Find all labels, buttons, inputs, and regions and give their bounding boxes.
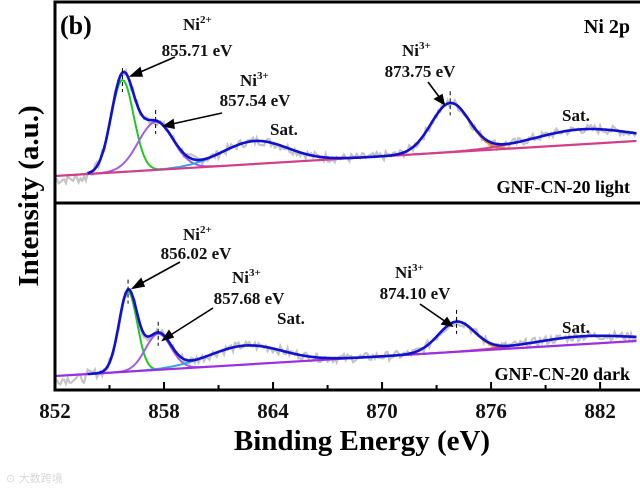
- annotation-ion: Ni3+: [402, 40, 431, 60]
- sample-label: GNF-CN-20 light: [497, 177, 631, 197]
- annotation-energy: 857.54 eV: [220, 91, 292, 110]
- plot-curves: [54, 67, 638, 387]
- annotation-sat: Sat.: [562, 318, 590, 337]
- x-tick-label: 882: [584, 399, 616, 423]
- envelope-line: [87, 70, 637, 175]
- component-curve: [78, 78, 166, 176]
- x-axis-ticks: 852 858 864 870 876 882: [39, 382, 616, 423]
- x-tick-label: 864: [257, 399, 289, 423]
- x-axis-title: Binding Energy (eV): [234, 425, 490, 457]
- panel-label: (b): [60, 11, 92, 40]
- annotation-ion: Ni2+: [183, 224, 212, 244]
- plot-frame: [53, 0, 640, 392]
- annotation-energy: 856.02 eV: [161, 244, 233, 263]
- annotation-sat: Sat.: [277, 309, 305, 328]
- chart-title: Ni 2p: [584, 16, 630, 38]
- y-axis-title: Intensity (a.u.): [13, 105, 45, 286]
- raw-data-line: [54, 67, 638, 187]
- annotation-ion: Ni3+: [240, 70, 269, 90]
- component-curve: [93, 290, 165, 375]
- x-tick-label: 876: [475, 399, 507, 423]
- component-curve: [87, 121, 225, 175]
- annotation-energy: 873.75 eV: [385, 62, 457, 81]
- sample-label: GNF-CN-20 dark: [495, 364, 631, 384]
- annotation-sat: Sat.: [270, 120, 298, 139]
- annotation-energy: 857.68 eV: [214, 289, 286, 308]
- annotation-energy: 855.71 eV: [162, 41, 234, 60]
- x-tick-label: 852: [39, 399, 71, 423]
- annotation-ion: Ni2+: [183, 14, 212, 34]
- annotation-ion: Ni3+: [232, 267, 261, 287]
- annotation-energy: 874.10 eV: [380, 284, 452, 303]
- watermark: ⊙ 大数跨境: [6, 471, 63, 485]
- annotation-arrows: [128, 56, 454, 342]
- x-tick-label: 870: [366, 399, 398, 423]
- envelope-line: [87, 288, 637, 376]
- x-tick-label: 858: [148, 399, 180, 423]
- annotation-sat: Sat.: [562, 106, 590, 125]
- annotation-ion: Ni3+: [395, 262, 424, 282]
